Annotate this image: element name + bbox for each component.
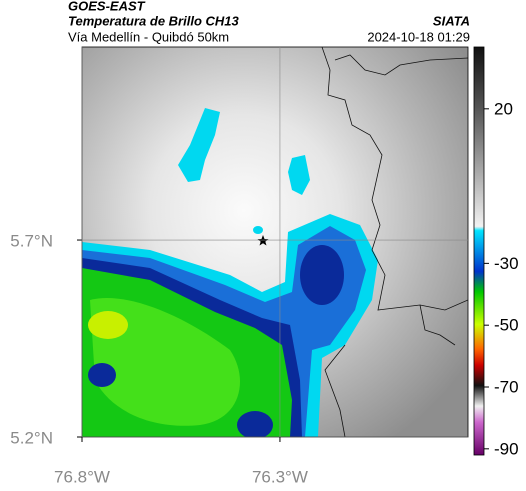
colorbar bbox=[473, 46, 485, 456]
satellite: GOES-EAST bbox=[68, 0, 146, 13]
lon-tick-label: 76.8°W bbox=[54, 467, 110, 486]
title: Temperatura de Brillo CH13 bbox=[68, 13, 240, 28]
colorbar-tick-label: -70 bbox=[494, 377, 519, 396]
source: SIATA bbox=[433, 13, 470, 28]
datetime: 2024-10-18 01:29 bbox=[367, 29, 470, 44]
lat-tick-label: 5.7°N bbox=[10, 232, 53, 251]
lat-tick-label: 5.2°N bbox=[10, 428, 53, 447]
colorbar-tick-label: 20 bbox=[494, 99, 513, 118]
colorbar-tick-label: -30 bbox=[494, 254, 519, 273]
lon-tick-label: 76.3°W bbox=[252, 467, 308, 486]
axes: 5.7°N 5.2°N 76.8°W 76.3°W 20 -30 -50 -70 -90 bbox=[10, 47, 519, 486]
colorbar-tick-label: -90 bbox=[494, 439, 519, 458]
map-image bbox=[82, 47, 468, 437]
subtitle: Vía Medellín - Quibdó 50km bbox=[68, 29, 229, 44]
colorbar-tick-label: -50 bbox=[494, 316, 519, 335]
